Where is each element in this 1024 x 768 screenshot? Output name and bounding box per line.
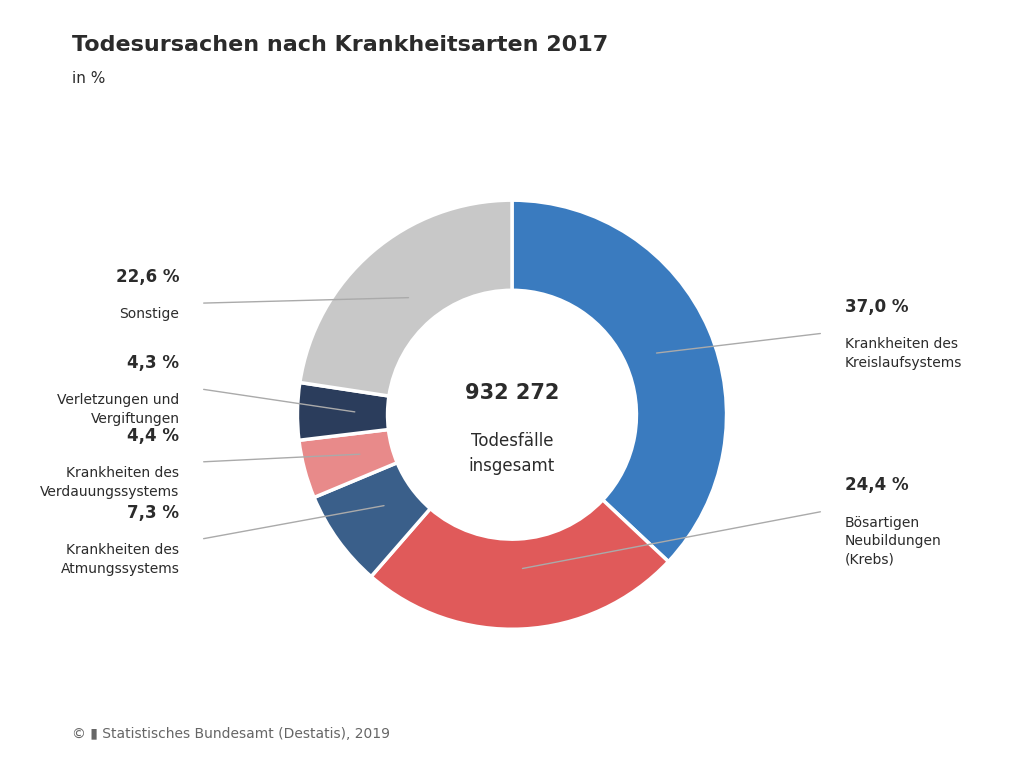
- Text: © ▮ Statistisches Bundesamt (Destatis), 2019: © ▮ Statistisches Bundesamt (Destatis), …: [72, 727, 390, 741]
- Text: in %: in %: [72, 71, 105, 86]
- Wedge shape: [314, 462, 430, 577]
- Text: Todesursachen nach Krankheitsarten 2017: Todesursachen nach Krankheitsarten 2017: [72, 35, 608, 55]
- Text: 24,4 %: 24,4 %: [845, 476, 908, 494]
- Text: 4,3 %: 4,3 %: [127, 354, 179, 372]
- Text: 4,4 %: 4,4 %: [127, 427, 179, 445]
- Text: 22,6 %: 22,6 %: [116, 268, 179, 286]
- Text: Krankheiten des
Kreislaufsystems: Krankheiten des Kreislaufsystems: [845, 337, 962, 370]
- Text: Krankheiten des
Atmungssystems: Krankheiten des Atmungssystems: [60, 544, 179, 576]
- Text: Verletzungen und
Vergiftungen: Verletzungen und Vergiftungen: [57, 393, 179, 425]
- Wedge shape: [512, 200, 727, 561]
- Text: Bösartigen
Neubildungen
(Krebs): Bösartigen Neubildungen (Krebs): [845, 515, 941, 566]
- Text: 7,3 %: 7,3 %: [127, 504, 179, 522]
- Text: Sonstige: Sonstige: [120, 307, 179, 322]
- Wedge shape: [297, 382, 389, 440]
- Wedge shape: [371, 500, 669, 629]
- Text: 37,0 %: 37,0 %: [845, 298, 908, 316]
- Text: Krankheiten des
Verdauungssystems: Krankheiten des Verdauungssystems: [40, 466, 179, 498]
- Wedge shape: [300, 200, 512, 396]
- Text: Todesfälle
insgesamt: Todesfälle insgesamt: [469, 432, 555, 475]
- Text: 932 272: 932 272: [465, 383, 559, 403]
- Wedge shape: [299, 429, 397, 498]
